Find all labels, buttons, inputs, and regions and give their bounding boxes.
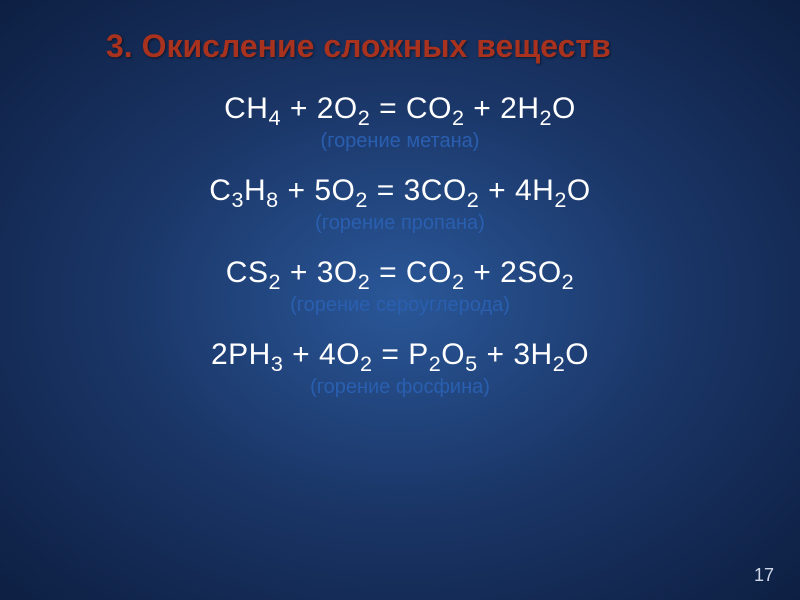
equation-caption: (горение фосфина) <box>60 376 740 399</box>
equation-formula: CS2 + 3O2 = CO2 + 2SO2 <box>60 253 740 292</box>
slide-container: 3. Окисление сложных веществ CH4 + 2O2 =… <box>0 0 800 600</box>
equation-formula: CH4 + 2O2 = CO2 + 2H2O <box>60 89 740 128</box>
page-number: 17 <box>754 565 774 586</box>
equation-block-1: CH4 + 2O2 = CO2 + 2H2O (горение метана) <box>60 89 740 153</box>
equation-block-3: CS2 + 3O2 = CO2 + 2SO2 (горение сероугле… <box>60 253 740 317</box>
slide-title: 3. Окисление сложных веществ <box>60 28 740 65</box>
equation-caption: (горение метана) <box>60 130 740 153</box>
equation-caption: (горение пропана) <box>60 212 740 235</box>
equation-block-2: C3H8 + 5O2 = 3CO2 + 4H2O (горение пропан… <box>60 171 740 235</box>
equation-formula: 2PH3 + 4O2 = P2O5 + 3H2O <box>60 335 740 374</box>
equation-caption: (горение сероуглерода) <box>60 294 740 317</box>
equation-formula: C3H8 + 5O2 = 3CO2 + 4H2O <box>60 171 740 210</box>
equation-block-4: 2PH3 + 4O2 = P2O5 + 3H2O (горение фосфин… <box>60 335 740 399</box>
